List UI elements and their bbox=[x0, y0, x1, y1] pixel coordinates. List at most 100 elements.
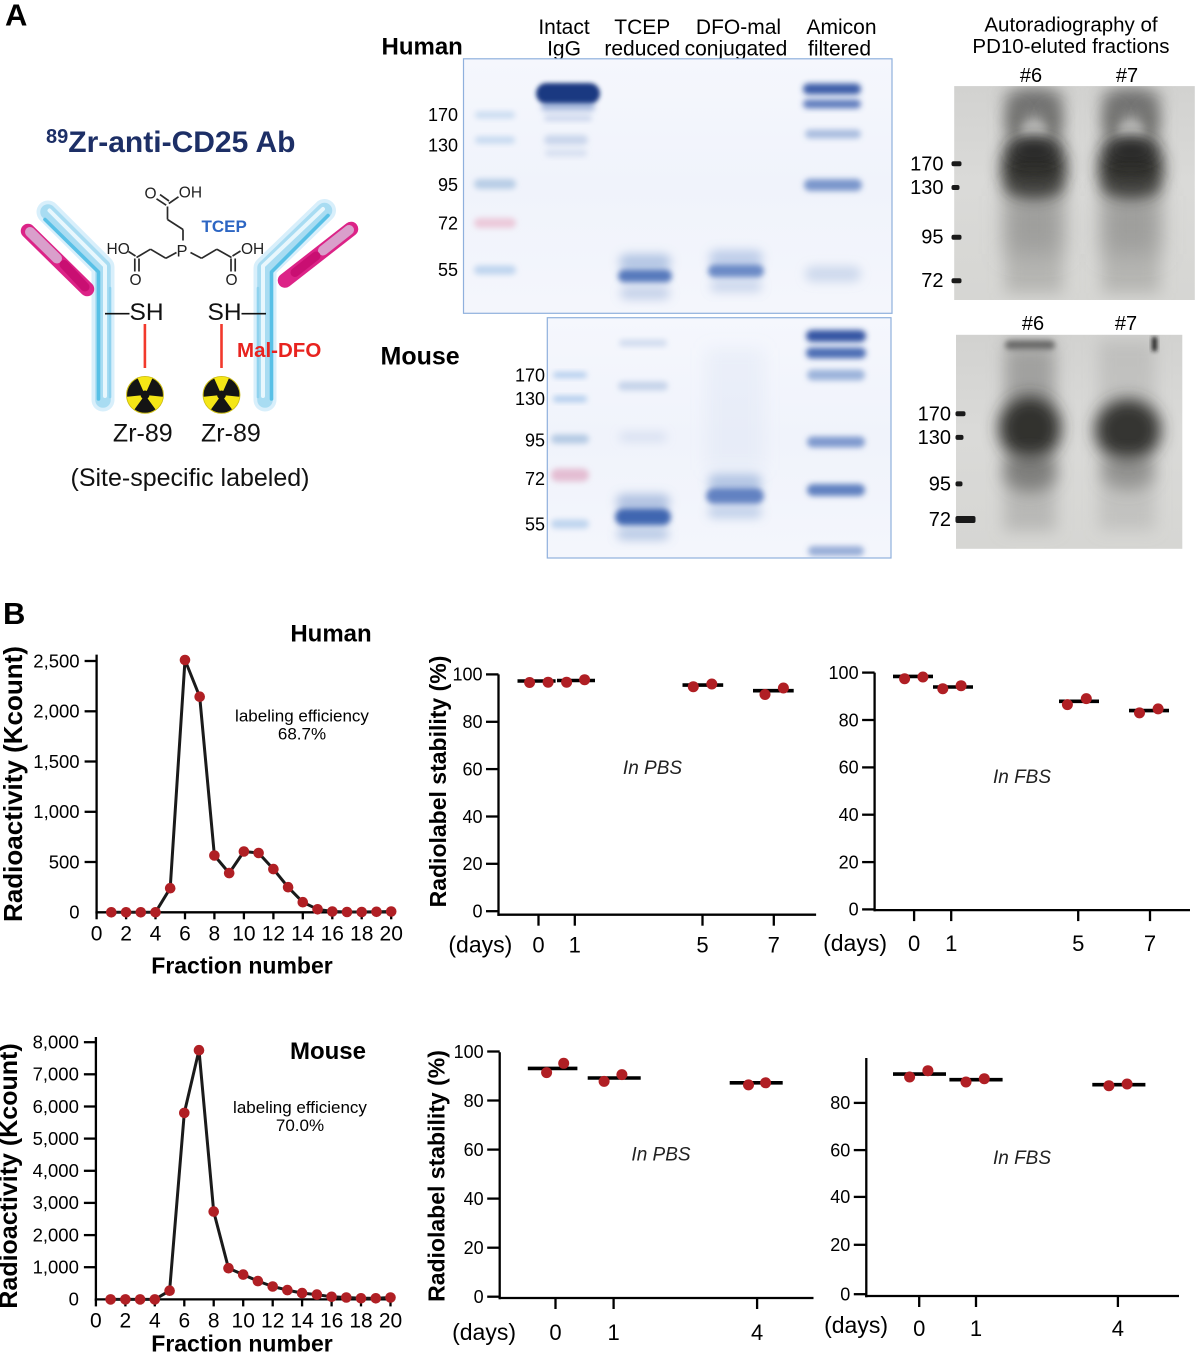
svg-text:0: 0 bbox=[913, 1316, 925, 1341]
svg-text:40: 40 bbox=[839, 805, 859, 825]
svg-text:#7: #7 bbox=[1116, 65, 1138, 87]
svg-text:Radioactivity (Kcount): Radioactivity (Kcount) bbox=[0, 646, 28, 922]
svg-text:16: 16 bbox=[321, 923, 344, 946]
svg-text:18: 18 bbox=[349, 1310, 372, 1333]
svg-text:1,000: 1,000 bbox=[33, 801, 79, 822]
svg-text:89Zr-anti-CD25 Ab: 89Zr-anti-CD25 Ab bbox=[46, 126, 295, 159]
svg-text:0: 0 bbox=[91, 923, 103, 946]
svg-text:Human: Human bbox=[290, 621, 371, 648]
svg-text:5: 5 bbox=[1072, 931, 1084, 956]
svg-text:2,000: 2,000 bbox=[33, 1224, 79, 1245]
svg-text:A: A bbox=[5, 0, 27, 33]
svg-text:6: 6 bbox=[179, 923, 191, 946]
svg-text:4: 4 bbox=[1112, 1316, 1124, 1341]
svg-text:0: 0 bbox=[69, 1289, 79, 1310]
svg-text:conjugated: conjugated bbox=[685, 37, 788, 60]
svg-text:16: 16 bbox=[320, 1310, 343, 1333]
svg-text:100: 100 bbox=[829, 663, 859, 683]
svg-text:4: 4 bbox=[751, 1320, 763, 1345]
svg-text:20: 20 bbox=[462, 854, 482, 874]
svg-text:60: 60 bbox=[462, 759, 482, 779]
svg-text:95: 95 bbox=[921, 227, 943, 249]
svg-text:12: 12 bbox=[262, 923, 285, 946]
svg-text:In FBS: In FBS bbox=[993, 1148, 1051, 1169]
svg-text:95: 95 bbox=[929, 473, 951, 495]
svg-text:0: 0 bbox=[549, 1320, 561, 1345]
svg-text:—SH: —SH bbox=[105, 299, 164, 326]
svg-text:70.0%: 70.0% bbox=[276, 1116, 324, 1135]
svg-text:HO: HO bbox=[107, 241, 130, 258]
svg-text:6,000: 6,000 bbox=[33, 1096, 79, 1117]
svg-text:In PBS: In PBS bbox=[631, 1145, 690, 1166]
svg-text:(days): (days) bbox=[824, 1312, 888, 1338]
svg-text:1,500: 1,500 bbox=[33, 751, 79, 772]
svg-text:130: 130 bbox=[918, 427, 951, 449]
svg-text:OH: OH bbox=[179, 185, 202, 202]
svg-text:1: 1 bbox=[569, 933, 581, 958]
svg-text:20: 20 bbox=[380, 923, 403, 946]
svg-text:80: 80 bbox=[839, 710, 859, 730]
svg-text:O: O bbox=[226, 272, 238, 289]
svg-text:500: 500 bbox=[49, 851, 80, 872]
svg-text:0: 0 bbox=[840, 1285, 850, 1305]
svg-text:3,000: 3,000 bbox=[33, 1192, 79, 1213]
svg-text:1: 1 bbox=[945, 931, 957, 956]
svg-text:170: 170 bbox=[918, 403, 951, 425]
svg-text:60: 60 bbox=[464, 1140, 484, 1160]
svg-text:80: 80 bbox=[464, 1091, 484, 1111]
svg-text:5,000: 5,000 bbox=[33, 1128, 79, 1149]
svg-text:7,000: 7,000 bbox=[33, 1064, 79, 1085]
svg-text:filtered: filtered bbox=[808, 37, 871, 60]
svg-text:4,000: 4,000 bbox=[33, 1160, 79, 1181]
svg-text:Radiolabel stability (%): Radiolabel stability (%) bbox=[424, 1050, 450, 1302]
svg-text:10: 10 bbox=[232, 1310, 255, 1333]
svg-text:20: 20 bbox=[830, 1235, 850, 1255]
svg-text:Radioactivity (Kcount): Radioactivity (Kcount) bbox=[0, 1043, 23, 1308]
svg-text:20: 20 bbox=[464, 1238, 484, 1258]
svg-text:Human: Human bbox=[382, 34, 463, 61]
svg-text:130: 130 bbox=[910, 177, 943, 199]
svg-text:labeling efficiency: labeling efficiency bbox=[235, 707, 369, 726]
svg-text:Mal-DFO: Mal-DFO bbox=[237, 339, 321, 362]
svg-text:1: 1 bbox=[970, 1316, 982, 1341]
svg-text:0: 0 bbox=[908, 931, 920, 956]
svg-text:O: O bbox=[145, 186, 157, 203]
svg-text:Radiolabel stability (%): Radiolabel stability (%) bbox=[425, 656, 451, 908]
svg-text:0: 0 bbox=[849, 900, 859, 920]
svg-text:130: 130 bbox=[515, 389, 545, 409]
svg-text:DFO-mal: DFO-mal bbox=[696, 16, 781, 39]
svg-text:100: 100 bbox=[454, 1042, 484, 1062]
svg-text:#7: #7 bbox=[1115, 313, 1137, 335]
svg-text:72: 72 bbox=[438, 214, 458, 234]
svg-text:55: 55 bbox=[438, 260, 458, 280]
svg-text:10: 10 bbox=[232, 923, 255, 946]
svg-text:18: 18 bbox=[350, 923, 373, 946]
svg-text:14: 14 bbox=[290, 1310, 314, 1333]
svg-text:72: 72 bbox=[921, 270, 943, 292]
svg-text:4: 4 bbox=[149, 1310, 161, 1333]
svg-text:Zr-89: Zr-89 bbox=[201, 420, 261, 448]
svg-text:60: 60 bbox=[830, 1140, 850, 1160]
svg-text:130: 130 bbox=[428, 135, 458, 155]
svg-text:Fraction number: Fraction number bbox=[151, 953, 333, 979]
svg-text:170: 170 bbox=[515, 366, 545, 386]
svg-text:4: 4 bbox=[150, 923, 162, 946]
svg-text:SH—: SH— bbox=[208, 299, 267, 326]
svg-text:2,500: 2,500 bbox=[33, 650, 79, 671]
svg-text:Mouse: Mouse bbox=[290, 1038, 366, 1065]
svg-text:6: 6 bbox=[178, 1310, 190, 1333]
svg-text:2: 2 bbox=[120, 1310, 132, 1333]
svg-text:labeling efficiency: labeling efficiency bbox=[233, 1098, 367, 1117]
svg-text:P: P bbox=[177, 243, 188, 261]
svg-text:Zr-89: Zr-89 bbox=[113, 420, 173, 448]
svg-text:In FBS: In FBS bbox=[993, 767, 1051, 788]
svg-text:(days): (days) bbox=[452, 1319, 516, 1345]
svg-text:40: 40 bbox=[830, 1187, 850, 1207]
svg-text:7: 7 bbox=[768, 933, 780, 958]
svg-text:5: 5 bbox=[696, 933, 708, 958]
svg-text:40: 40 bbox=[464, 1189, 484, 1209]
svg-text:0: 0 bbox=[90, 1310, 102, 1333]
svg-text:20: 20 bbox=[839, 852, 859, 872]
svg-text:170: 170 bbox=[428, 105, 458, 125]
svg-text:8: 8 bbox=[208, 1310, 220, 1333]
